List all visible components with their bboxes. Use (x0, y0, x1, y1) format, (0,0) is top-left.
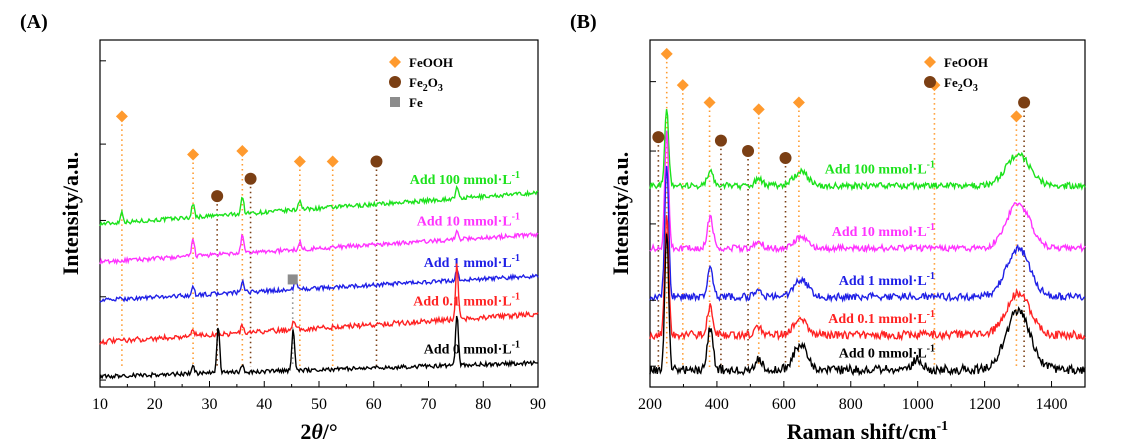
x-tick-label-7: 80 (475, 396, 491, 413)
series-line-1 (99, 229, 539, 266)
marker-feooh-6 (1010, 110, 1023, 123)
marker-fe2o3-8 (714, 134, 727, 147)
series-label-1: Add 10 mmol·L-1 (832, 222, 935, 240)
marker-feooh-0 (115, 110, 128, 123)
marker-feooh-3 (293, 155, 306, 168)
series-line-0 (649, 109, 1086, 192)
series-label-3: Add 0.1 mmol·L-1 (413, 291, 520, 309)
legend-diamond-icon (924, 56, 936, 68)
legend-label-1: Fe2O3 (409, 75, 443, 94)
marker-fe-8 (287, 274, 298, 285)
x-tick-label-6: 70 (421, 396, 437, 413)
series-line-2 (649, 165, 1086, 304)
x-tick-label-4: 50 (311, 396, 327, 413)
series-label-2: Add 1 mmol·L-1 (839, 271, 935, 289)
series-label-1: Add 10 mmol·L-1 (417, 211, 520, 229)
marker-feooh-2 (703, 96, 716, 109)
x-tick-label-0: 200 (638, 396, 662, 413)
x-tick-label-2: 600 (772, 396, 796, 413)
x-tick-label-1: 400 (705, 396, 729, 413)
series-label-4: Add 0 mmol·L-1 (839, 344, 935, 362)
panel-a: (A) Add 100 mmol·L-1 Add 10 mmol·L-1 Add 1 … (20, 11, 546, 444)
x-axis-title: 2θ/° (300, 419, 337, 444)
x-tick-label-8: 90 (530, 396, 546, 413)
marker-fe2o3-7 (370, 155, 383, 168)
legend-circle-icon (389, 76, 401, 88)
x-axis-title: Raman shift/cm-1 (787, 419, 948, 444)
x-tick-label-3: 800 (839, 396, 863, 413)
legend-circle-icon (924, 76, 936, 88)
series-label-2: Add 1 mmol·L-1 (424, 253, 520, 271)
panel-b: (B) Add 100 mmol·L-1 Add 10 mmol·L-1 Add 1 … (570, 11, 1086, 444)
series-label-3: Add 0.1 mmol·L-1 (828, 309, 935, 327)
x-tick-label-5: 60 (366, 396, 382, 413)
series-line-2 (99, 269, 539, 303)
x-tick-label-4: 1000 (902, 396, 934, 413)
marker-feooh-2 (236, 145, 249, 158)
series-line-0 (99, 184, 539, 227)
marker-fe2o3-7 (652, 131, 665, 144)
legend-label-0: FeOOH (409, 55, 453, 70)
legend-diamond-icon (389, 56, 401, 68)
x-tick-label-3: 40 (256, 396, 272, 413)
marker-fe2o3-11 (1018, 96, 1031, 109)
y-axis-title: Intensity/a.u. (58, 152, 83, 275)
series-label-0: Add 100 mmol·L-1 (825, 160, 935, 178)
panel-label-b: (B) (570, 11, 597, 33)
plot-frame (649, 39, 1086, 388)
x-tick-label-1: 20 (147, 396, 163, 413)
x-tick-label-2: 30 (202, 396, 218, 413)
marker-fe2o3-9 (742, 145, 755, 158)
legend-label-1: Fe2O3 (944, 75, 978, 94)
series-label-0: Add 100 mmol·L-1 (410, 170, 520, 188)
marker-fe2o3-5 (211, 190, 224, 203)
series-line-4 (649, 233, 1086, 377)
series-line-3 (99, 263, 539, 346)
x-tick-label-5: 1200 (969, 396, 1001, 413)
x-tick-label-6: 1400 (1036, 396, 1068, 413)
y-axis-title: Intensity/a.u. (608, 152, 633, 275)
marker-feooh-1 (187, 148, 200, 161)
legend: FeOOH Fe2O3 (924, 55, 988, 94)
marker-fe2o3-6 (244, 172, 257, 185)
series-line-1 (649, 130, 1086, 254)
legend-label-0: FeOOH (944, 55, 988, 70)
marker-feooh-3 (752, 103, 765, 116)
marker-fe2o3-10 (779, 151, 792, 164)
marker-feooh-1 (676, 79, 689, 92)
x-tick-label-0: 10 (92, 396, 108, 413)
legend-label-2: Fe (409, 95, 423, 110)
panel-label-a: (A) (20, 11, 48, 33)
marker-feooh-4 (792, 96, 805, 109)
series-label-4: Add 0 mmol·L-1 (424, 339, 520, 357)
legend-square-icon (390, 97, 400, 107)
series-line-3 (649, 215, 1086, 342)
series-line-4 (99, 315, 539, 380)
marker-feooh-0 (660, 47, 673, 60)
marker-feooh-4 (326, 155, 339, 168)
